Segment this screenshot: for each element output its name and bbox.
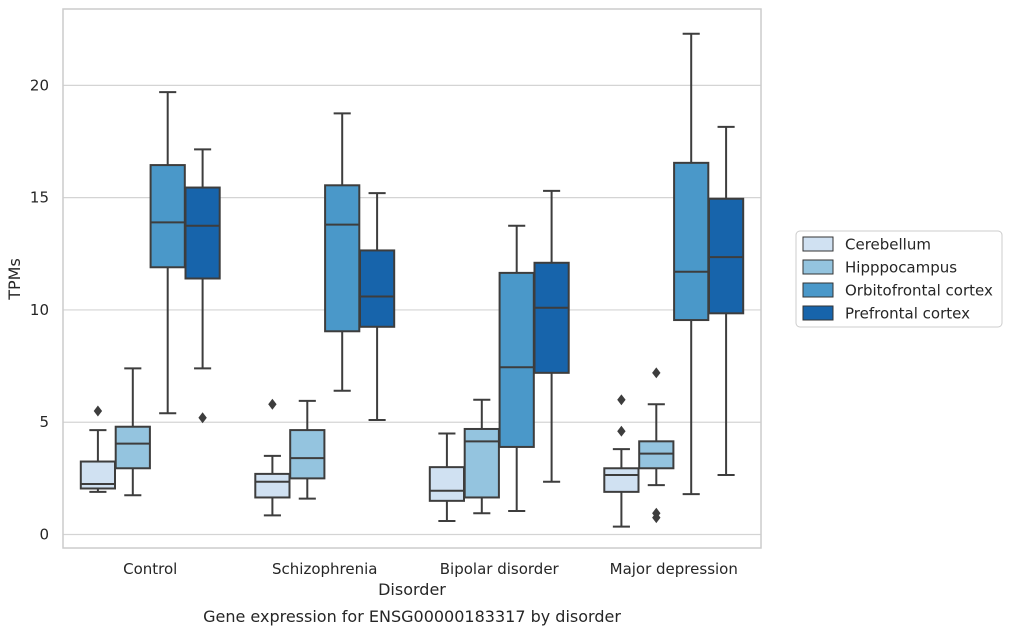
box-plot: [638, 367, 675, 524]
y-axis-label: TPMs: [5, 258, 24, 301]
box-plot: [603, 394, 640, 528]
box: [498, 271, 535, 448]
box-plot: [707, 125, 745, 477]
legend-swatch: [802, 236, 834, 252]
legend-label: Cerebellum: [845, 236, 931, 254]
box-plot: [358, 192, 396, 421]
y-tick-label: 0: [39, 526, 49, 544]
box-plot: [79, 405, 117, 493]
box-plots: [79, 32, 745, 528]
box-plot: [184, 148, 221, 424]
x-tick-label: Schizophrenia: [272, 560, 377, 578]
box: [707, 197, 745, 315]
legend-swatch: [802, 282, 834, 298]
legend-swatch: [802, 259, 834, 275]
box: [463, 427, 500, 499]
legend-label: Hipppocampus: [845, 259, 957, 277]
box: [254, 472, 291, 499]
box: [184, 186, 221, 280]
x-tick-label: Control: [123, 560, 177, 578]
outlier-point: [617, 425, 626, 437]
box-plot: [324, 112, 361, 392]
legend-label: Prefrontal cortex: [845, 305, 970, 323]
legend-label: Orbitofrontal cortex: [845, 282, 993, 300]
box-plot: [428, 432, 466, 523]
box: [289, 429, 326, 480]
box: [428, 466, 466, 502]
x-tick-label: Bipolar disorder: [440, 560, 560, 578]
box-plot: [149, 91, 186, 415]
box: [673, 161, 710, 322]
x-axis-ticks: Control Schizophrenia Bipolar disorder Majo…: [123, 560, 738, 578]
box-plot: [114, 367, 151, 497]
box-plot: [289, 399, 326, 500]
y-axis-ticks: 0 5 10 15 20: [30, 76, 49, 543]
box: [603, 467, 640, 493]
y-tick-label: 10: [30, 301, 49, 319]
box-plot: [533, 189, 570, 483]
box-plot: [498, 224, 535, 512]
outlier-point: [652, 367, 661, 379]
legend-swatch: [802, 305, 834, 321]
legend-frame: [795, 230, 1003, 328]
box: [324, 184, 361, 333]
box: [114, 425, 151, 470]
y-tick-label: 5: [39, 413, 49, 431]
chart-caption: Gene expression for ENSG00000183317 by d…: [203, 607, 621, 626]
plot-frame: [62, 8, 762, 549]
outlier-point: [93, 405, 103, 417]
box: [533, 261, 570, 374]
outlier-point: [268, 398, 277, 410]
x-axis-label: Disorder: [378, 580, 446, 599]
box: [638, 440, 675, 470]
legend: Cerebellum Hipppocampus Orbitofrontal cort…: [795, 230, 1003, 328]
outlier-point: [652, 507, 661, 519]
outlier-point: [617, 394, 626, 406]
box-plot: [463, 398, 500, 515]
y-tick-label: 20: [30, 76, 49, 94]
x-tick-label: Major depression: [610, 560, 738, 578]
y-tick-label: 15: [30, 189, 49, 207]
box-plot: [673, 32, 710, 496]
box-plot: [254, 398, 291, 517]
box: [358, 249, 396, 328]
box: [149, 164, 186, 269]
outlier-point: [198, 412, 207, 424]
